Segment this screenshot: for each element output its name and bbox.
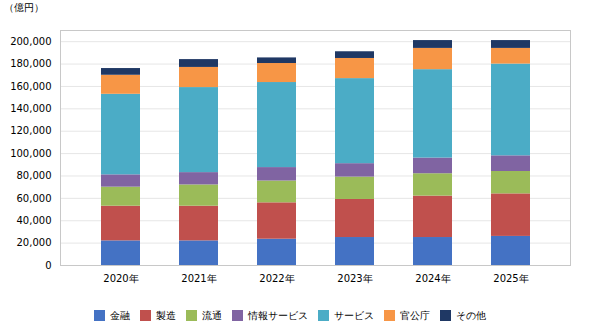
svg-text:180,000: 180,000 [10,58,51,69]
svg-text:（億円）: （億円） [4,2,44,13]
svg-text:200,000: 200,000 [10,36,51,47]
svg-text:2025年: 2025年 [493,273,528,284]
svg-text:2023年: 2023年 [337,273,372,284]
svg-text:100,000: 100,000 [10,148,51,159]
svg-text:2022年: 2022年 [259,273,294,284]
svg-text:2020年: 2020年 [103,273,138,284]
svg-text:2021年: 2021年 [181,273,216,284]
html-text:サービス: サービス [334,309,374,321]
svg-text:160,000: 160,000 [10,81,51,92]
html-text:流通: 流通 [202,309,222,321]
html-text:情報サービス: 情報サービス [248,309,308,321]
svg-text:40,000: 40,000 [17,215,52,226]
svg-text:140,000: 140,000 [10,103,51,114]
svg-text:0: 0 [45,260,51,271]
svg-text:20,000: 20,000 [17,237,52,248]
html-text:製造: 製造 [156,309,176,321]
html-text:官公庁: 官公庁 [400,309,430,321]
html-text:金融: 金融 [110,309,130,321]
html-text:その他: その他 [456,309,486,321]
svg-text:120,000: 120,000 [10,125,51,136]
svg-text:60,000: 60,000 [17,193,52,204]
svg-text:80,000: 80,000 [17,170,52,181]
svg-text:2024年: 2024年 [415,273,450,284]
